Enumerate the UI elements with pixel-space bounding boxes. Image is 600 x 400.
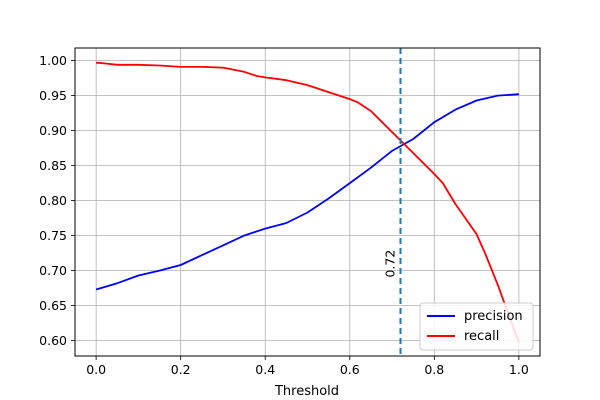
series-line-recall (96, 61, 520, 344)
y-tick-label: 1.00 (39, 53, 67, 68)
x-tick-label: 0.8 (424, 362, 444, 377)
y-tick-label: 0.75 (39, 228, 67, 243)
x-tick-label: 0.2 (171, 362, 191, 377)
y-tick-label: 0.80 (39, 193, 67, 208)
x-tick-label: 0.0 (86, 362, 106, 377)
legend-box (419, 302, 534, 351)
x-tick-label: 0.6 (340, 362, 360, 377)
y-tick-label: 0.90 (39, 123, 67, 138)
x-axis-label: Threshold (274, 384, 339, 399)
x-tick-label: 0.4 (255, 362, 275, 377)
axis-ticks: 0.0 0.2 0.4 0.6 0.8 1.0 0.60 0.65 0.70 0.75 0.80 0.… (39, 53, 529, 377)
series-line-precision (95, 93, 519, 291)
x-tick-label: 1.0 (509, 362, 529, 377)
y-tick-label: 0.60 (39, 333, 67, 348)
y-tick-label: 0.95 (39, 88, 67, 103)
legend-precision-label: precision (464, 309, 523, 324)
y-tick-label: 0.65 (39, 298, 67, 313)
legend-recall-label: recall (464, 329, 499, 344)
series-layer (95, 61, 520, 344)
legend: precision recall (419, 302, 534, 351)
y-tick-label: 0.85 (39, 158, 67, 173)
threshold-marker: 0.72 (383, 48, 402, 356)
threshold-label: 0.72 (383, 250, 398, 278)
plot-frame (74, 47, 541, 357)
y-tick-label: 0.70 (39, 263, 67, 278)
grid (75, 48, 540, 356)
